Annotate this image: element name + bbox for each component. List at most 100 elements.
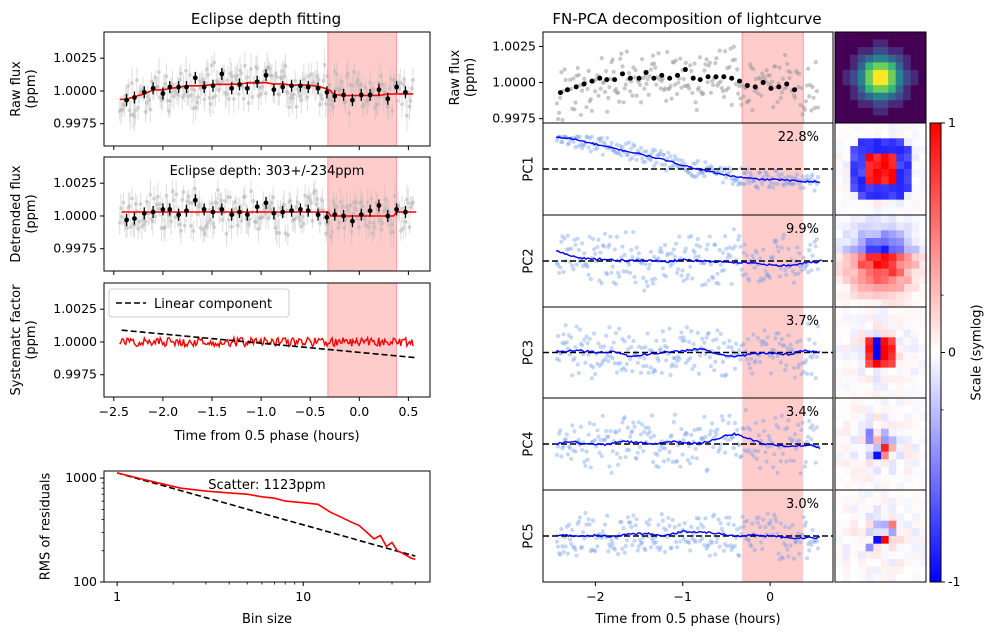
raw-data-point [673,58,679,63]
pc-data-point [590,365,596,370]
pc-image-pixel [919,146,928,154]
raw-data-point [285,91,290,95]
pc-image-pixel [842,505,851,514]
raw-data-point [733,82,739,87]
pc-data-point [711,514,716,519]
binned-data-point [263,72,269,78]
pc-image-pixel [888,543,897,552]
raw-data-point [783,52,788,58]
pc-data-point [618,455,623,460]
pc-data-point [764,342,769,347]
psf-pixel [865,69,874,78]
pc-data-point [739,453,744,459]
pc-image-pixel [895,367,904,376]
pc-data-point [763,341,768,346]
pc-data-point [701,437,706,442]
raw-data-point [315,74,320,79]
pc-data-point [745,276,751,281]
raw-data-point [721,94,727,100]
raw-data-point [616,90,621,95]
pc-image-pixel [835,528,843,537]
pc-image-pixel [858,497,866,506]
raw-data-point [567,77,573,82]
pc-image-pixel [865,238,874,246]
pc-image-pixel [842,528,851,537]
pc-image-pixel [888,169,897,177]
pc-data-point [747,448,752,453]
pc-data-point [814,181,819,187]
pc-image-pixel [850,192,859,200]
pc-image-pixel [904,130,912,139]
pc-image-pixel [872,360,881,368]
pc-data-point [700,536,705,541]
pc-image-pixel [881,566,889,575]
pc-image-pixel [881,176,889,185]
pc-data-point [719,414,724,419]
pc-data-point [728,437,733,442]
pc-image-pixel [842,390,851,399]
pc-data-point [616,270,621,275]
pc-image-pixel [835,268,843,277]
raw-data-point [143,109,148,114]
pc-data-point [665,345,670,350]
pc-image-pixel [873,284,882,292]
binned-data-point [324,214,330,220]
raw-data-point [251,199,256,203]
pc-image-pixel [865,291,874,300]
pc-image-pixel [904,543,912,552]
binned-data-point [784,81,790,87]
raw-data-point [654,82,659,87]
pc-data-point [685,358,691,363]
pc-data-point [585,341,590,346]
pc-data-point [725,544,730,549]
pc-data-point [578,424,584,429]
raw-data-point [282,202,287,207]
pc-image-pixel [842,482,851,491]
plot-frame [103,156,431,272]
pc-image-pixel [919,436,928,445]
raw-data-point [136,226,141,231]
pc-data-point [699,436,704,441]
psf-pixel [903,92,912,101]
pc-data-point [657,249,662,254]
pc-image-pixel [911,421,920,429]
pc-image-pixel [872,337,881,346]
pc-data-point [645,331,650,336]
plot-frame [103,282,431,398]
psf-pixel [880,39,889,48]
pc-image-pixel [842,428,851,437]
psf-pixel [850,62,859,71]
raw-data-point [309,72,314,77]
pc-data-point [764,172,769,177]
pc-image-pixel [850,222,859,231]
pc-image-pixel [865,574,874,583]
pc-data-point [642,149,647,154]
pc-data-point [714,337,719,342]
pc-image-pixel [911,230,920,239]
pc-data-point [643,159,648,164]
raw-data-point [785,61,790,67]
pc-image-pixel [919,184,928,193]
raw-data-point [702,68,707,73]
pc-image-pixel [850,367,859,376]
pc-image-pixel [850,130,859,139]
pc-image-pixel [842,490,851,498]
pc-data-point [688,264,693,269]
pc-image-pixel [865,459,874,468]
pc-image-pixel [865,497,874,506]
raw-data-point [815,105,821,110]
pc-data-point [670,459,675,465]
pc-image-pixel [904,291,912,300]
raw-data-point [737,84,742,89]
pc-image-pixel [919,482,928,491]
pc-image-pixel [911,299,920,308]
pc-image-pixel [835,428,843,437]
pc-data-point [583,261,588,266]
pc-data-point [576,370,581,376]
binned-data-point [394,84,400,90]
pc-image-pixel [865,352,874,361]
raw-data-point [192,88,197,93]
pc-image-pixel [858,222,866,231]
raw-data-point [325,74,330,79]
pc-image-pixel [842,520,851,529]
